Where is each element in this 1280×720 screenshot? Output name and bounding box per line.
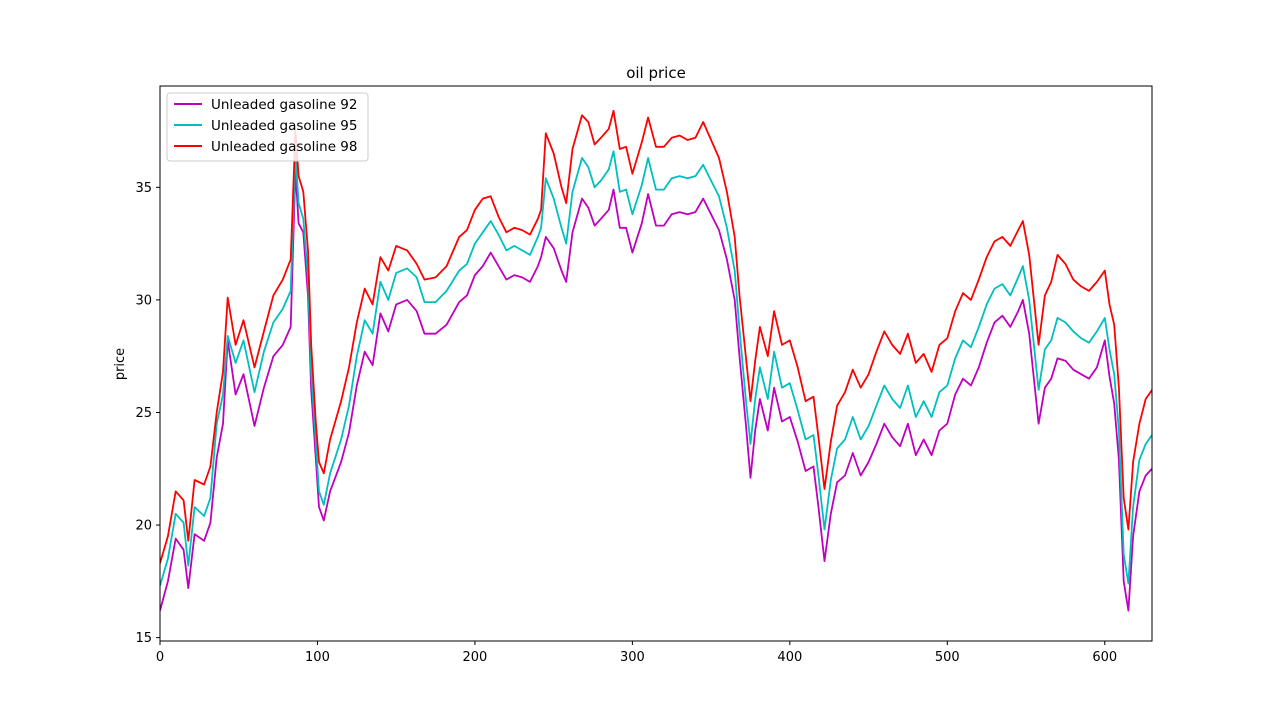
legend: Unleaded gasoline 92 Unleaded gasoline 95… [166,92,369,162]
legend-label-2: Unleaded gasoline 95 [211,118,357,134]
x-tick-label: 500 [935,650,960,665]
chart-title: oil price [626,64,686,82]
x-tick-label: 600 [1092,650,1117,665]
series-line-3 [160,109,1152,564]
ticks-layer: 0 100 200 300 400 500 600 15 20 25 30 35 [135,181,1117,665]
y-axis-label: price [113,348,128,380]
legend-label-1: Unleaded gasoline 92 [211,97,357,113]
x-tick-label: 200 [463,650,488,665]
x-tick-label: 400 [777,650,802,665]
x-tick-label: 0 [156,650,164,665]
legend-box [166,92,369,162]
series-layer [160,109,1152,612]
y-tick-label: 30 [135,293,152,308]
series-line-2 [160,150,1152,587]
x-tick-label: 100 [305,650,330,665]
legend-label-3: Unleaded gasoline 98 [211,139,357,155]
plot-frame [159,85,1153,642]
y-tick-label: 15 [135,631,152,646]
y-tick-label: 20 [135,519,152,534]
series-line-1 [160,168,1152,612]
y-tick-label: 25 [135,406,152,421]
x-tick-label: 300 [620,650,645,665]
y-tick-label: 35 [135,181,152,196]
